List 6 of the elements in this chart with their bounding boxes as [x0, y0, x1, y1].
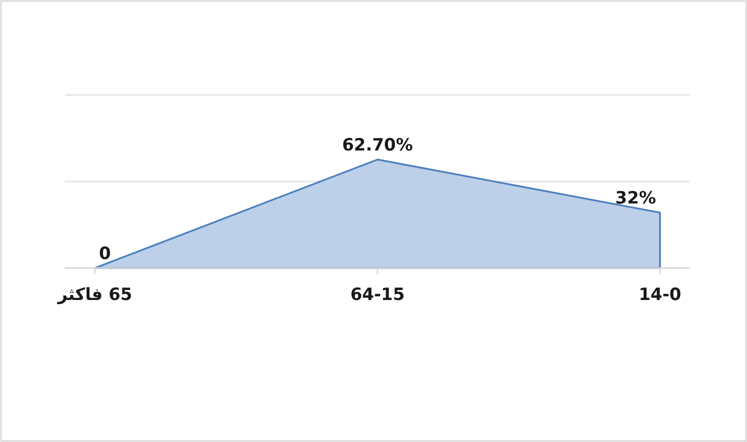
data-label: 32% — [615, 188, 656, 209]
data-label: 62.70% — [342, 136, 413, 156]
data-label: 0 — [99, 244, 111, 264]
x-tick-label: 64-15 — [350, 285, 405, 305]
x-tick-label: 14-0 — [638, 285, 682, 305]
x-tick-label: 65 فاكثر — [56, 285, 132, 305]
